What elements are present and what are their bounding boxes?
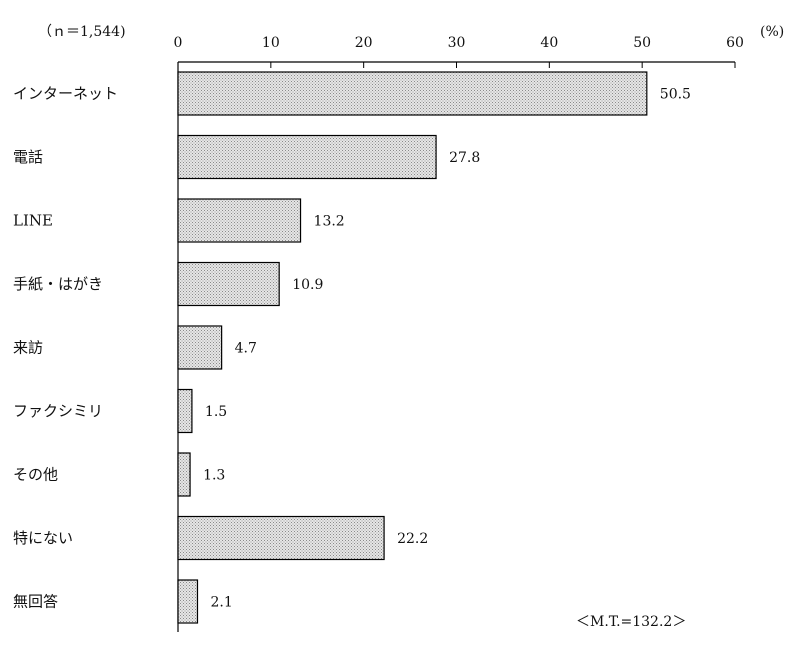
x-tick-label: 60: [726, 35, 744, 51]
bar: [177, 388, 193, 434]
value-label: 10.9: [292, 277, 323, 293]
bar: [177, 134, 437, 180]
value-label: 1.3: [203, 468, 225, 484]
x-tick-label: 40: [540, 35, 558, 51]
value-label: 27.8: [449, 150, 480, 166]
category-label: 来訪: [13, 339, 43, 357]
x-tick-label: 50: [633, 35, 651, 51]
category-label: インターネット: [13, 85, 118, 103]
value-label: 4.7: [235, 341, 257, 357]
bar: [177, 261, 280, 307]
total-note: ＜M.T.=132.2＞: [576, 614, 686, 630]
bar: [177, 579, 199, 624]
category-label: ファクシミリ: [13, 402, 103, 420]
value-label: 1.5: [205, 404, 227, 420]
bar: [177, 71, 648, 116]
unit-label: (%): [760, 24, 784, 40]
bar: [177, 198, 302, 243]
category-label: 電話: [13, 148, 43, 166]
category-label: 手紙・はがき: [13, 275, 103, 293]
value-label: 13.2: [314, 214, 345, 230]
value-label: 50.5: [660, 87, 691, 103]
category-label: 特にない: [13, 529, 73, 547]
category-label: LINE: [13, 212, 53, 230]
value-label: 22.2: [397, 531, 428, 547]
x-tick-label: 0: [174, 35, 183, 51]
category-label: 無回答: [13, 593, 58, 611]
bar: [177, 325, 223, 370]
value-label: 2.1: [210, 595, 232, 611]
x-tick-label: 10: [262, 35, 280, 51]
bar: [177, 452, 191, 497]
x-tick-label: 30: [448, 35, 466, 51]
x-tick-label: 20: [355, 35, 373, 51]
bar: [177, 515, 385, 561]
category-label: その他: [13, 466, 58, 484]
sample-size-note: （ｎ＝1,544): [38, 24, 126, 40]
